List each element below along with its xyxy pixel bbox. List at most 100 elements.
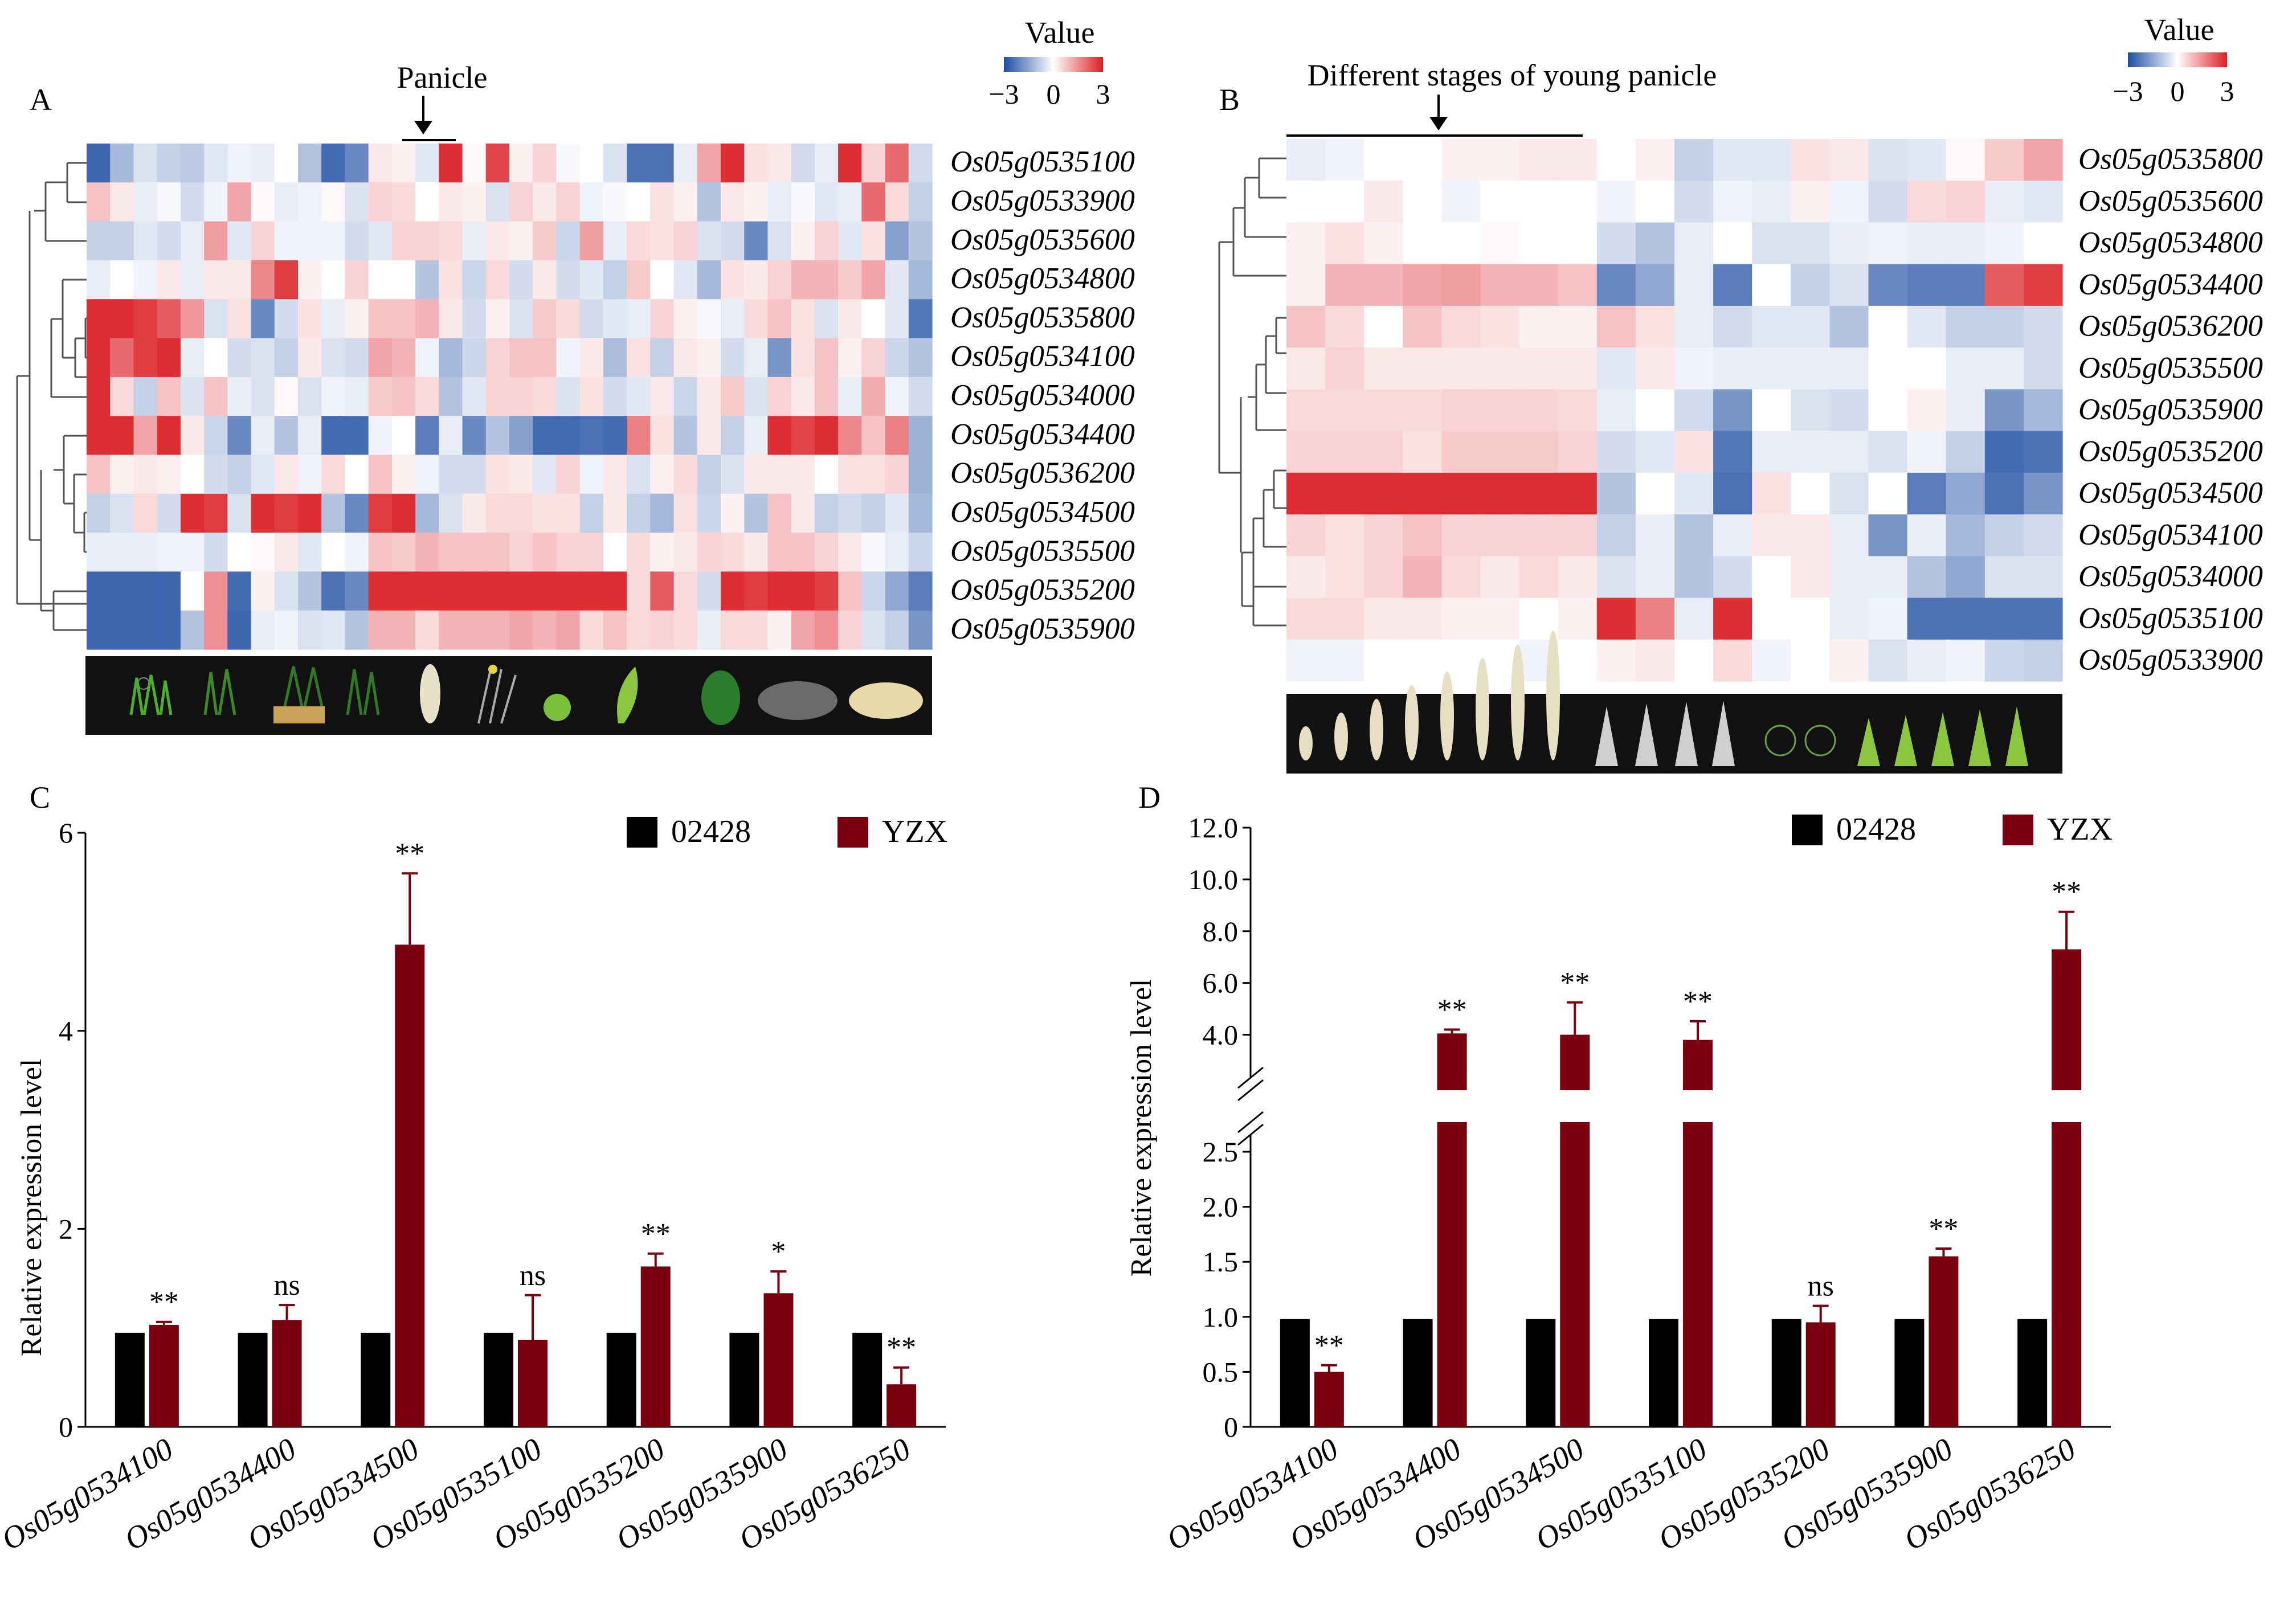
bar-02428 bbox=[1771, 1319, 1801, 1427]
heatmap-cell bbox=[697, 493, 721, 533]
heatmap-cell bbox=[180, 610, 205, 650]
heatmap-cell bbox=[1946, 139, 1985, 181]
heatmap-cell bbox=[556, 221, 581, 261]
heatmap-cell bbox=[251, 144, 275, 183]
heatmap-cell bbox=[791, 571, 815, 611]
y-tick-label: 0 bbox=[1224, 1411, 1238, 1443]
row-label: Os05g0534100 bbox=[950, 340, 1135, 373]
significance-label: ** bbox=[395, 837, 424, 870]
heatmap-cell bbox=[1596, 431, 1636, 473]
heatmap-cell bbox=[885, 221, 909, 261]
row-label: Os05g0534400 bbox=[950, 418, 1135, 451]
heatmap-cell bbox=[298, 416, 322, 456]
heatmap-cell bbox=[579, 377, 604, 416]
heatmap-cell bbox=[1674, 181, 1714, 223]
heatmap-cell bbox=[838, 610, 862, 650]
heatmap-cell bbox=[415, 455, 439, 494]
heatmap-cell bbox=[791, 221, 815, 261]
heatmap-cell bbox=[462, 221, 487, 261]
heatmap-cell bbox=[1829, 514, 1869, 557]
heatmap-cell bbox=[838, 338, 862, 378]
heatmap-cell bbox=[462, 144, 487, 183]
heatmap-cell bbox=[415, 338, 439, 378]
heatmap-cell bbox=[157, 260, 181, 300]
heatmap-cell bbox=[157, 144, 181, 183]
heatmap-cell bbox=[274, 144, 299, 183]
heatmap-cell bbox=[650, 493, 675, 533]
heatmap-cell bbox=[908, 144, 933, 183]
heatmap-cell bbox=[509, 338, 533, 378]
heatmap-cell bbox=[533, 377, 557, 416]
heatmap-cell bbox=[1325, 472, 1364, 515]
heatmap-cell bbox=[1364, 598, 1403, 640]
heatmap-cell bbox=[1403, 305, 1442, 348]
row-label: Os05g0535800 bbox=[950, 301, 1135, 334]
heatmap-cell bbox=[814, 144, 839, 183]
heatmap-cell bbox=[298, 610, 322, 650]
scale-tick-min-b: −3 bbox=[2113, 75, 2143, 107]
heatmap-cell bbox=[368, 610, 393, 650]
heatmap-cell bbox=[321, 144, 346, 183]
heatmap-cell bbox=[650, 144, 675, 183]
heatmap-cell bbox=[1403, 181, 1442, 223]
y-tick-label: 6.0 bbox=[1203, 967, 1239, 999]
heatmap-cell bbox=[1441, 264, 1481, 306]
plant-illustration bbox=[283, 666, 324, 707]
heatmap-cell bbox=[721, 182, 745, 222]
heatmap-cell bbox=[157, 493, 181, 533]
heatmap-cell bbox=[485, 493, 510, 533]
heatmap-cell bbox=[133, 182, 158, 222]
heatmap-cell bbox=[439, 221, 463, 261]
heatmap-cell bbox=[509, 299, 533, 339]
heatmap-cell bbox=[721, 299, 745, 339]
dendrogram-b bbox=[1218, 157, 1286, 627]
seedling-illustration-2 bbox=[203, 669, 236, 715]
heatmap-cell bbox=[1441, 139, 1481, 181]
heatmap-cell bbox=[87, 377, 111, 416]
heatmap-cell bbox=[579, 299, 604, 339]
row-label: Os05g0533900 bbox=[2078, 644, 2263, 677]
heatmap-cell bbox=[627, 144, 651, 183]
heatmap-cell bbox=[697, 416, 721, 456]
heatmap-cell bbox=[838, 260, 862, 300]
heatmap-cell bbox=[1558, 347, 1598, 390]
heatmap-cell bbox=[391, 493, 416, 533]
heatmap-cell bbox=[627, 182, 651, 222]
heatmap-cell bbox=[673, 377, 698, 416]
heatmap-cell bbox=[462, 338, 487, 378]
heatmap-cell bbox=[345, 493, 369, 533]
heatmap-cell bbox=[1441, 389, 1481, 432]
heatmap-cell bbox=[673, 299, 698, 339]
heatmap-cell bbox=[556, 571, 581, 611]
heatmap-cell bbox=[791, 377, 815, 416]
bar-yzx bbox=[272, 1320, 302, 1427]
row-label: Os05g0536200 bbox=[950, 457, 1135, 490]
row-label: Os05g0535600 bbox=[2078, 185, 2263, 218]
heatmap-cell bbox=[1752, 347, 1791, 390]
heatmap-cell bbox=[345, 571, 369, 611]
heatmap-cell bbox=[204, 416, 228, 456]
scale-tick-min-a: −3 bbox=[988, 78, 1019, 110]
heatmap-cell bbox=[251, 493, 275, 533]
heatmap-cell bbox=[133, 533, 158, 572]
heatmap-cell bbox=[673, 260, 698, 300]
bar-02428 bbox=[1649, 1319, 1678, 1427]
bar-02428 bbox=[1526, 1319, 1556, 1427]
heatmap-cell bbox=[1791, 264, 1830, 306]
heatmap-cell bbox=[133, 416, 158, 456]
color-scale-a bbox=[1004, 57, 1103, 72]
heatmap-cell bbox=[1558, 514, 1598, 557]
young-panicle-icon bbox=[1440, 672, 1454, 760]
heatmap-cell bbox=[1791, 389, 1830, 432]
heatmap-cell bbox=[1364, 347, 1403, 390]
heatmap-cell bbox=[415, 377, 439, 416]
heatmap-cell bbox=[251, 221, 275, 261]
heatmap-cell bbox=[838, 182, 862, 222]
heatmap-cell bbox=[1635, 431, 1675, 473]
heatmap-cell bbox=[298, 338, 322, 378]
heatmap-cell bbox=[345, 377, 369, 416]
heatmap-cell bbox=[697, 144, 721, 183]
heatmap-cell bbox=[673, 144, 698, 183]
heatmap-cell bbox=[157, 571, 181, 611]
heatmap-cell bbox=[298, 299, 322, 339]
